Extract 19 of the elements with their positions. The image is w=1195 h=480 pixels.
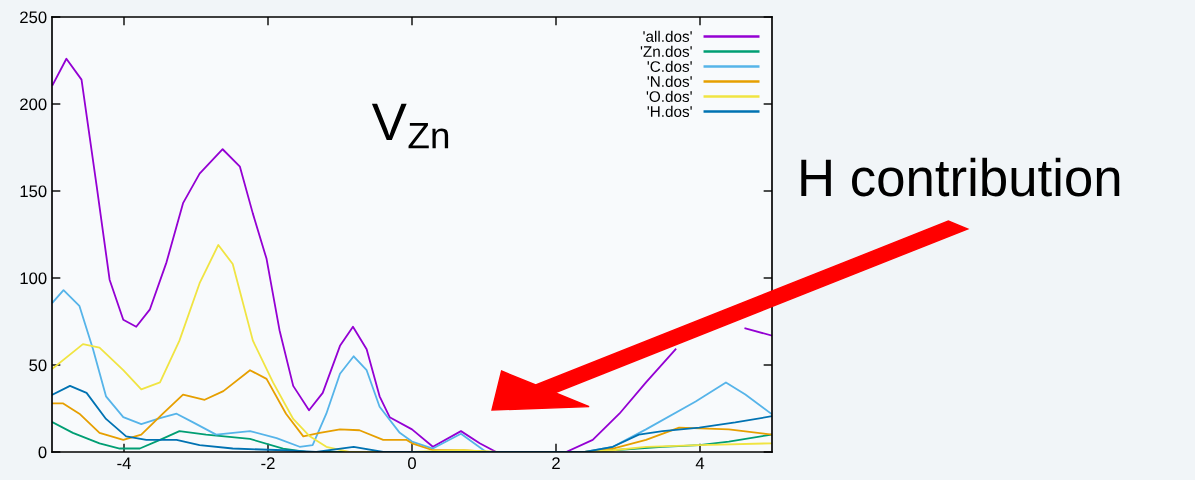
legend-label: 'C.dos' (647, 60, 692, 72)
y-tick-label: 100 (20, 272, 47, 285)
y-tick-label: 50 (29, 359, 47, 372)
y-tick-label: 150 (20, 185, 47, 198)
y-tick-label: 250 (20, 11, 47, 24)
text: H contribution (801, 157, 1120, 197)
legend-label: 'N.dos' (647, 75, 692, 87)
legend-label: 'all.dos' (643, 30, 692, 42)
y-tick-label: 0 (38, 446, 47, 459)
x-tick-label: -2 (261, 457, 275, 469)
x-tick-label: 2 (552, 457, 560, 469)
x-tick-label: -4 (117, 457, 131, 469)
x-tick-label: 4 (695, 457, 705, 469)
x-tick-label: 0 (408, 457, 416, 470)
annotation: V$_{Zn}$ (371, 103, 449, 149)
legend-label: 'O.dos' (646, 90, 692, 102)
legend-label: 'H.dos' (647, 105, 692, 117)
y-tick-label: 200 (20, 98, 47, 111)
legend-label: 'Zn.dos' (640, 45, 692, 57)
